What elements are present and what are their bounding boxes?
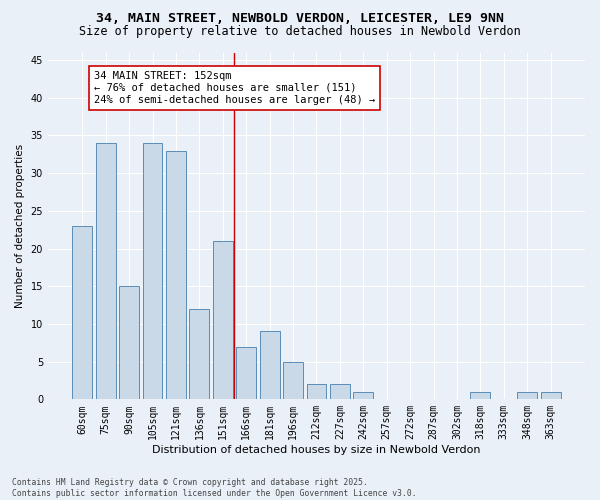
Text: Size of property relative to detached houses in Newbold Verdon: Size of property relative to detached ho… (79, 25, 521, 38)
Bar (96, 143, 116, 400)
Text: 34 MAIN STREET: 152sqm
← 76% of detached houses are smaller (151)
24% of semi-de: 34 MAIN STREET: 152sqm ← 76% of detached… (94, 72, 375, 104)
Bar (190, 309, 209, 400)
Bar (353, 392, 373, 400)
Bar (260, 332, 280, 400)
Bar (330, 384, 350, 400)
Bar (143, 143, 163, 400)
Bar (283, 362, 303, 400)
Y-axis label: Number of detached properties: Number of detached properties (15, 144, 25, 308)
Bar (236, 346, 256, 400)
Text: 34, MAIN STREET, NEWBOLD VERDON, LEICESTER, LE9 9NN: 34, MAIN STREET, NEWBOLD VERDON, LEICEST… (96, 12, 504, 26)
X-axis label: Distribution of detached houses by size in Newbold Verdon: Distribution of detached houses by size … (152, 445, 481, 455)
Bar (541, 392, 560, 400)
Text: Contains HM Land Registry data © Crown copyright and database right 2025.
Contai: Contains HM Land Registry data © Crown c… (12, 478, 416, 498)
Bar (517, 392, 537, 400)
Bar (470, 392, 490, 400)
Bar (73, 226, 92, 400)
Bar (119, 286, 139, 400)
Bar (166, 150, 186, 400)
Bar (307, 384, 326, 400)
Bar (213, 241, 233, 400)
